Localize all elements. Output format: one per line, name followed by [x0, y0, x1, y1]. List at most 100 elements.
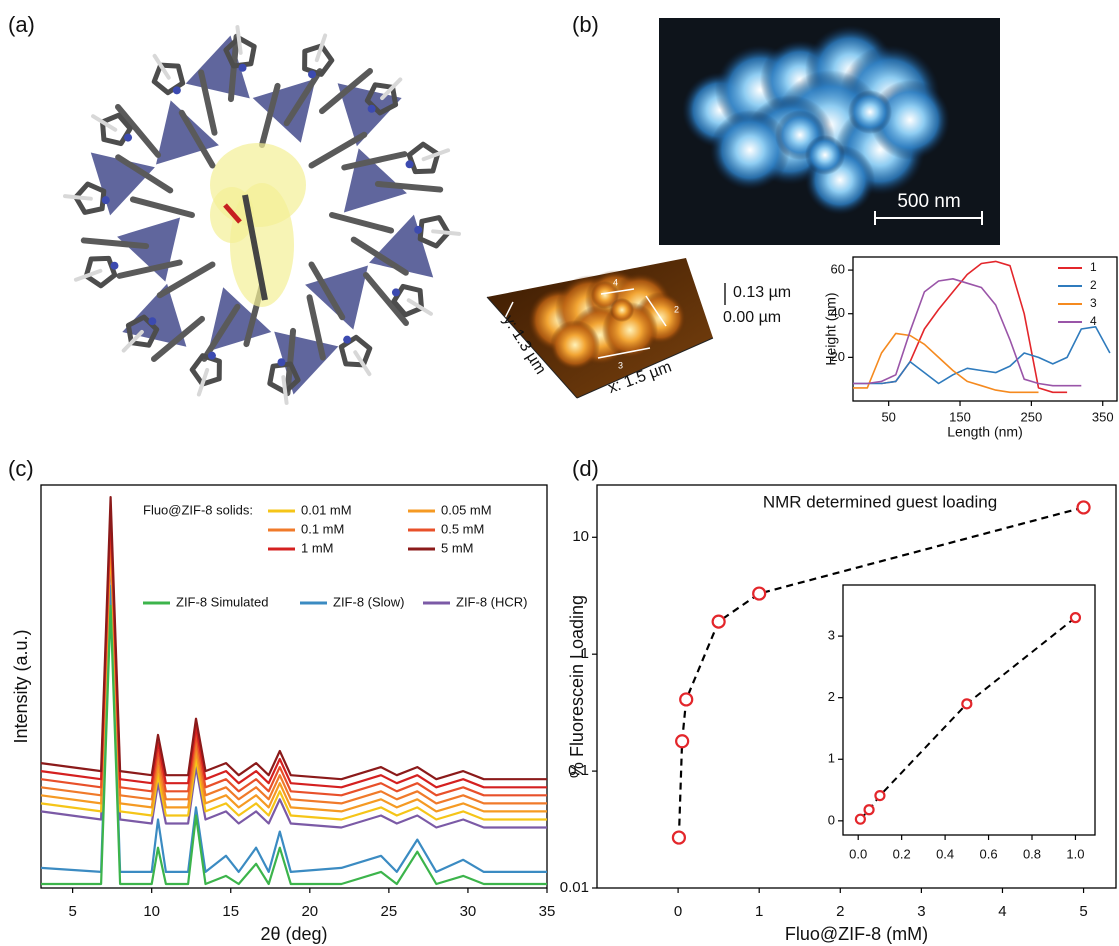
- nitrogen: [208, 352, 216, 360]
- data-point: [875, 791, 884, 800]
- x-tick-label: 150: [949, 409, 971, 424]
- nitrogen: [308, 70, 316, 78]
- data-point: [753, 588, 765, 600]
- x-tick-label: 10: [143, 903, 160, 920]
- plot-frame: [597, 485, 1116, 888]
- x-tick-label: 2: [836, 903, 844, 920]
- legend-label: 0.1 mM: [301, 521, 344, 536]
- x-axis-label: 2θ (deg): [260, 924, 327, 944]
- nitrogen: [392, 288, 400, 296]
- x-axis-label: Fluo@ZIF-8 (mM): [785, 924, 928, 944]
- y-axis-label: Height (nm): [823, 292, 839, 365]
- legend-label: 4: [1090, 314, 1097, 328]
- legend-label: ZIF-8 (Slow): [333, 594, 405, 609]
- y-tick-label: 2: [828, 689, 835, 704]
- legend-label: 5 mM: [441, 540, 474, 555]
- data-point: [713, 616, 725, 628]
- plot-frame: [853, 257, 1117, 401]
- page: (a) (b) (c) (d) 500 nm 1 2 3 4 0.13 µm 0…: [0, 0, 1119, 946]
- annotation: NMR determined guest loading: [763, 492, 997, 511]
- x-tick-label: 1.0: [1066, 846, 1084, 861]
- y-tick-label: 1: [828, 751, 835, 766]
- panel-label: (d): [572, 456, 599, 481]
- nitrogen: [102, 196, 110, 204]
- x-axis-label: Length (nm): [947, 424, 1022, 440]
- legend-label: ZIF-8 Simulated: [176, 594, 268, 609]
- data-point: [673, 832, 685, 844]
- y-tick-label: 10: [572, 528, 589, 545]
- y-tick-label: 0.01: [560, 879, 589, 896]
- x-tick-label: 1: [755, 903, 763, 920]
- bond: [133, 199, 192, 215]
- x-tick-label: 35: [539, 903, 556, 920]
- nitrogen: [277, 358, 285, 366]
- bond: [332, 215, 391, 231]
- data-point: [856, 815, 865, 824]
- afm-grain: [710, 110, 790, 190]
- y-tick-label: 60: [831, 262, 845, 277]
- legend-label: 2: [1090, 278, 1097, 292]
- profile-number: 4: [613, 277, 618, 287]
- h-bond: [65, 196, 91, 199]
- x-tick-label: 250: [1021, 409, 1043, 424]
- x-tick-label: 20: [301, 903, 318, 920]
- nitrogen: [173, 86, 181, 94]
- legend-label: 0.5 mM: [441, 521, 484, 536]
- connector-line: [860, 618, 1075, 820]
- h-bond: [124, 332, 142, 351]
- panel-label: (c): [8, 456, 34, 481]
- y-tick-label: 3: [828, 628, 835, 643]
- x-tick-label: 0: [674, 903, 682, 920]
- x-tick-label: 5: [1079, 903, 1087, 920]
- series-line: [853, 279, 1081, 386]
- nitrogen: [110, 262, 118, 270]
- nitrogen: [368, 105, 376, 113]
- x-tick-label: 5: [68, 903, 76, 920]
- data-point: [676, 735, 688, 747]
- legend-label: 0.05 mM: [441, 502, 492, 517]
- profile-number: 2: [674, 304, 679, 314]
- x-tick-label: 15: [222, 903, 239, 920]
- afm-z-label: 0.13 µm: [733, 284, 791, 301]
- panel-label: (b): [572, 12, 599, 37]
- scale-bar-label: 500 nm: [897, 191, 960, 212]
- legend-label: 3: [1090, 296, 1097, 310]
- h-bond: [433, 231, 459, 234]
- h-bond: [382, 79, 400, 98]
- afm-grain: [610, 298, 634, 322]
- legend-label: 1: [1090, 260, 1097, 274]
- data-point: [1078, 501, 1090, 513]
- x-tick-label: 0.6: [980, 846, 998, 861]
- afm-grain: [848, 90, 892, 134]
- afm-z-label: 0.00 µm: [723, 309, 781, 326]
- data-point: [865, 805, 874, 814]
- legend-label: 0.01 mM: [301, 502, 352, 517]
- connector-line: [679, 507, 1084, 837]
- y-axis-label: Intensity (a.u.): [11, 629, 31, 743]
- data-point: [1071, 613, 1080, 622]
- nitrogen: [414, 226, 422, 234]
- x-tick-label: 0.8: [1023, 846, 1041, 861]
- x-tick-label: 350: [1092, 409, 1114, 424]
- molecular-structure: [65, 27, 459, 403]
- series-line: [882, 261, 1068, 392]
- panel-label: (a): [8, 12, 35, 37]
- nitrogen: [124, 134, 132, 142]
- profile-number: 1: [493, 312, 498, 322]
- x-tick-label: 50: [881, 409, 895, 424]
- nitrogen: [148, 317, 156, 325]
- profile-number: 3: [618, 360, 623, 370]
- x-tick-label: 0.0: [849, 846, 867, 861]
- legend-label: 1 mM: [301, 540, 334, 555]
- x-tick-label: 3: [917, 903, 925, 920]
- bond: [118, 107, 158, 155]
- nitrogen: [343, 336, 351, 344]
- figure: (a) (b) (c) (d) 500 nm 1 2 3 4 0.13 µm 0…: [0, 0, 1119, 946]
- x-tick-label: 0.4: [936, 846, 954, 861]
- y-axis-label: % Fluorescein Loading: [567, 595, 587, 778]
- x-tick-label: 4: [998, 903, 1006, 920]
- legend-title: Fluo@ZIF-8 solids:: [143, 502, 253, 517]
- x-tick-label: 0.2: [893, 846, 911, 861]
- afm-grain: [550, 320, 600, 370]
- series-line: [853, 327, 1110, 384]
